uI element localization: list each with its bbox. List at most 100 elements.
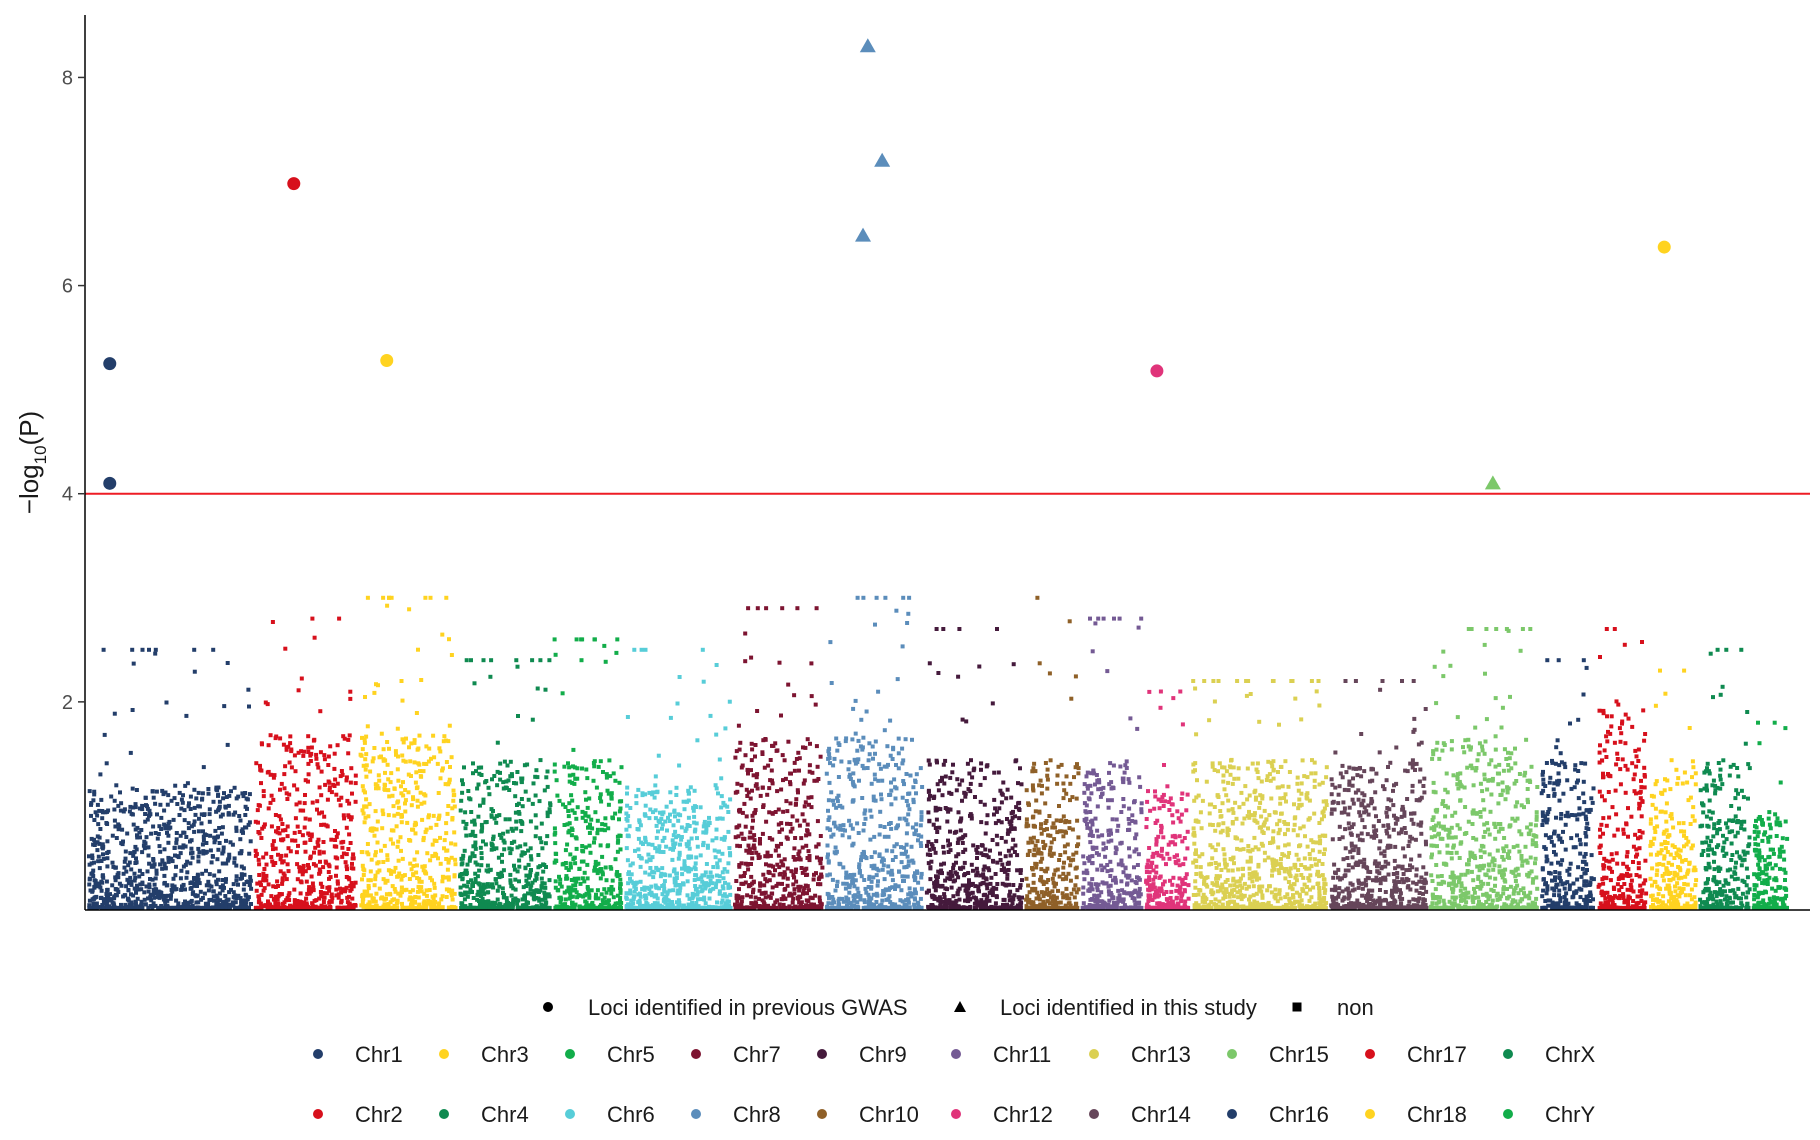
snp-point (752, 903, 757, 908)
snp-point (587, 895, 592, 900)
snp-point (452, 905, 456, 910)
snp-point (225, 661, 230, 665)
snp-point (770, 743, 774, 748)
snp-point (708, 888, 713, 893)
snp-point (777, 902, 782, 907)
snp-point (540, 897, 545, 902)
snp-point (262, 822, 267, 827)
snp-point (415, 863, 419, 868)
snp-point (963, 847, 968, 852)
snp-point (247, 704, 251, 709)
snp-point (613, 811, 618, 816)
snp-point (596, 764, 601, 769)
snp-point (202, 812, 207, 817)
snp-point (904, 902, 909, 907)
snp-point (286, 893, 291, 898)
snp-point (1018, 905, 1023, 910)
snp-point (570, 780, 575, 785)
snp-point (547, 807, 552, 812)
snp-point (315, 840, 320, 845)
snp-point (964, 886, 969, 891)
snp-point (678, 842, 682, 847)
snp-point (679, 837, 684, 842)
snp-point (171, 885, 175, 890)
snp-point (325, 797, 330, 802)
snp-point (207, 812, 212, 817)
snp-point (978, 782, 983, 787)
snp-point (905, 874, 910, 879)
snp-point (983, 905, 988, 910)
snp-point (654, 835, 659, 840)
snp-point (463, 810, 468, 815)
snp-point (851, 706, 856, 711)
snp-point (138, 882, 143, 887)
snp-point (362, 740, 367, 745)
snp-point (420, 864, 425, 869)
snp-point (810, 770, 815, 775)
snp-point (556, 888, 561, 893)
snp-point (359, 753, 364, 758)
snp-point (238, 896, 243, 900)
snp-point (977, 889, 981, 894)
snp-point (292, 887, 297, 892)
snp-point (349, 766, 354, 771)
snp-point (122, 807, 127, 812)
snp-point (392, 869, 397, 874)
snp-point (273, 885, 278, 889)
snp-point (566, 809, 571, 813)
snp-point (305, 891, 310, 896)
snp-point (805, 891, 809, 896)
snp-point (905, 854, 910, 859)
snp-point (131, 893, 136, 898)
snp-point (624, 891, 629, 896)
snp-point (746, 606, 751, 611)
snp-point (665, 891, 670, 896)
snp-point (693, 861, 698, 866)
snp-point (767, 905, 772, 910)
snp-point (122, 859, 127, 864)
snp-point (838, 823, 843, 828)
snp-point (323, 782, 328, 787)
snp-point (134, 788, 139, 792)
snp-point (316, 843, 321, 848)
snp-point (557, 904, 562, 909)
snp-point (828, 827, 833, 832)
snp-point (875, 883, 880, 888)
snp-point (812, 902, 816, 907)
snp-point (1013, 843, 1018, 848)
snp-point (737, 823, 742, 828)
snp-point (904, 905, 909, 910)
snp-point (981, 875, 986, 880)
snp-point (838, 827, 843, 832)
snp-point (143, 819, 148, 824)
snp-point (211, 905, 216, 910)
snp-point (232, 860, 237, 865)
snp-point (751, 773, 756, 778)
snp-point (292, 830, 297, 835)
snp-point (523, 789, 528, 794)
snp-point (476, 765, 481, 770)
snp-point (677, 903, 682, 908)
snp-point (249, 902, 253, 906)
snp-point (298, 903, 303, 908)
snp-point (963, 872, 968, 876)
snp-point (519, 829, 524, 834)
snp-point (196, 859, 201, 864)
snp-point (692, 829, 697, 834)
snp-point (231, 890, 236, 895)
snp-point (894, 786, 899, 791)
snp-point (569, 833, 574, 838)
snp-point (847, 835, 852, 840)
snp-point (535, 775, 540, 780)
snp-point (447, 777, 452, 782)
snp-point (637, 818, 642, 823)
snp-point (888, 900, 893, 905)
snp-point (624, 811, 629, 816)
snp-point (131, 853, 136, 858)
snp-point (590, 826, 595, 831)
snp-point (280, 828, 285, 833)
snp-point (468, 903, 473, 907)
snp-point (797, 768, 801, 773)
snp-point (524, 903, 529, 908)
snp-point (434, 852, 439, 857)
